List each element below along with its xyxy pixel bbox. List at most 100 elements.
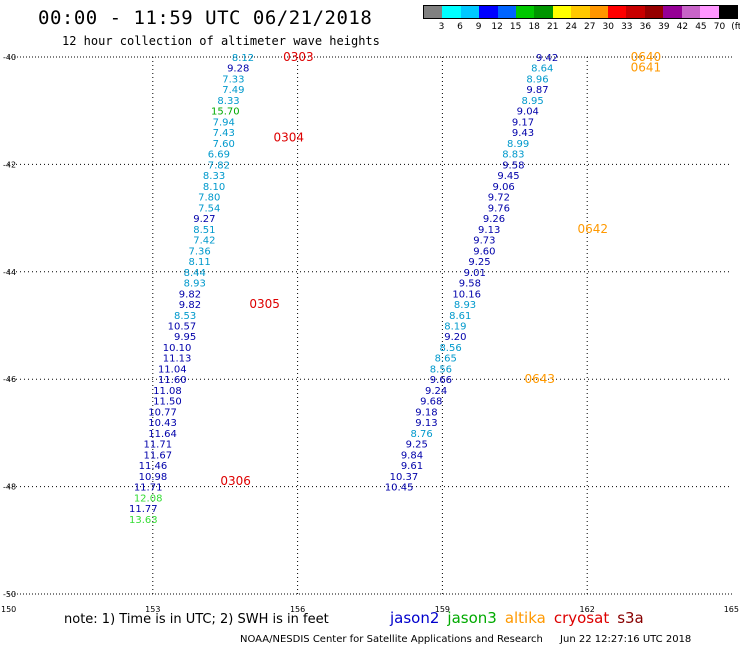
data-point-label: 7.43 [213, 128, 235, 139]
data-point-label: 9.73 [473, 236, 495, 247]
data-point-label: 9.60 [473, 246, 495, 257]
data-point-label: 12.08 [134, 493, 163, 504]
time-label: 0303 [283, 50, 314, 64]
colorbar [423, 5, 738, 19]
data-point-label: 10.16 [452, 289, 481, 300]
colorbar-label: 21 [546, 22, 559, 32]
colorbar-swatch [442, 6, 461, 18]
colorbar-swatch [589, 6, 609, 18]
data-point-label: 10.10 [163, 343, 192, 354]
colorbar-swatch [479, 6, 498, 18]
colorbar-swatch [700, 6, 719, 18]
data-point-label: 9.26 [483, 214, 505, 225]
legend-item-cryosat: cryosat [553, 609, 610, 627]
y-tick-label: -40 [3, 53, 16, 62]
colorbar-label: 9 [475, 22, 482, 32]
data-point-label: 9.04 [517, 107, 539, 118]
data-point-label: 9.82 [179, 300, 201, 311]
data-point-label: 9.72 [488, 193, 510, 204]
data-point-label: 8.51 [193, 225, 215, 236]
data-point-label: 9.43 [512, 128, 534, 139]
data-point-label: 9.13 [415, 418, 437, 429]
colorbar-label: 30 [602, 22, 615, 32]
colorbar-label: 39 [658, 22, 670, 32]
data-point-label: 8.93 [184, 279, 206, 290]
data-point-label: 8.76 [410, 429, 432, 440]
data-point-label: 8.64 [531, 64, 553, 75]
x-tick-label: 153 [145, 605, 160, 614]
data-point-label: 11.46 [139, 461, 168, 472]
colorbar-label: 24 [565, 22, 577, 32]
time-label: 0306 [220, 474, 251, 488]
colorbar-swatch [424, 6, 443, 18]
data-point-label: 8.33 [203, 171, 225, 182]
data-point-label: 13.63 [129, 515, 158, 526]
legend-item-jason2: jason2 [390, 609, 440, 627]
data-point-label: 11.71 [134, 483, 163, 494]
data-point-label: 8.33 [217, 96, 239, 107]
data-point-label: 7.42 [193, 236, 215, 247]
data-point-label: 9.61 [401, 461, 423, 472]
data-point-label: 8.44 [184, 268, 206, 279]
data-point-label: 11.60 [158, 375, 187, 386]
data-point-label: 11.64 [148, 429, 177, 440]
legend: jason2 jason3 altika cryosat s3a [390, 609, 652, 627]
data-point-label: 9.25 [468, 257, 490, 268]
colorbar-swatch [571, 6, 590, 18]
y-tick-label: -44 [3, 268, 16, 277]
page-title: 00:00 - 11:59 UTC 06/21/2018 [38, 7, 373, 29]
data-point-label: 11.04 [158, 364, 187, 375]
y-tick-label: -46 [3, 375, 16, 384]
data-point-label: 7.80 [198, 193, 220, 204]
colorbar-label: 33 [621, 22, 633, 32]
data-point-label: 9.87 [526, 85, 548, 96]
data-point-label: 10.43 [148, 418, 177, 429]
colorbar-swatch [681, 6, 701, 18]
data-point-label: 7.94 [213, 117, 235, 128]
data-point-label: 11.71 [143, 440, 172, 451]
colorbar-label: 42 [676, 22, 689, 32]
data-point-label: 8.96 [526, 74, 548, 85]
colorbar-label: 18 [528, 22, 540, 32]
data-point-label: 9.17 [512, 117, 534, 128]
data-point-label: 9.82 [179, 289, 201, 300]
data-point-label: 8.95 [521, 96, 543, 107]
x-tick-label: 159 [435, 605, 450, 614]
data-point-label: 10.37 [390, 472, 419, 483]
time-label: 0304 [273, 131, 304, 145]
data-point-label: 9.58 [459, 279, 481, 290]
x-tick-label: 156 [290, 605, 305, 614]
time-label: 0641 [631, 61, 662, 75]
colorbar-swatch [718, 6, 737, 18]
data-point-label: 9.84 [401, 450, 423, 461]
data-point-label: 9.13 [478, 225, 500, 236]
colorbar-label: 45 [695, 22, 707, 32]
data-point-label: 8.61 [449, 311, 471, 322]
data-point-label: 9.45 [497, 171, 519, 182]
data-point-label: 11.13 [163, 354, 192, 365]
data-point-label: 9.18 [415, 407, 437, 418]
data-point-label: 8.10 [203, 182, 225, 193]
colorbar-label: 15 [509, 22, 522, 32]
data-point-label: 10.98 [139, 472, 168, 483]
data-point-label: 7.60 [213, 139, 235, 150]
data-point-label: 7.33 [222, 74, 244, 85]
data-point-label: 8.19 [444, 322, 466, 333]
x-tick-label: 150 [1, 605, 16, 614]
data-point-label: 8.83 [502, 150, 524, 161]
colorbar-label: 36 [639, 22, 652, 32]
data-point-label: 7.49 [222, 85, 244, 96]
data-point-label: 8.93 [454, 300, 476, 311]
colorbar-label: 70 [713, 22, 726, 32]
data-point-label: 8.99 [507, 139, 529, 150]
legend-item-s3a: s3a [617, 609, 644, 627]
legend-item-altika: altika [504, 609, 546, 627]
colorbar-label: 3 [438, 22, 445, 32]
data-point-label: 10.45 [385, 483, 414, 494]
data-point-label: 9.95 [174, 332, 196, 343]
time-label: 0640 [631, 50, 662, 64]
data-point-label: 11.67 [143, 450, 172, 461]
data-point-label: 7.54 [198, 203, 220, 214]
